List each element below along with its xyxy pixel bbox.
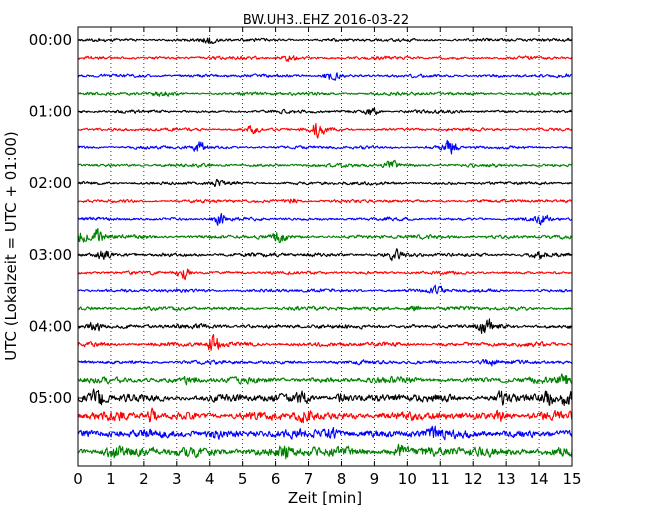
x-tick-label: 13 [497, 470, 516, 488]
x-tick-label: 12 [464, 470, 483, 488]
trace-0215 [77, 198, 573, 204]
x-tick-label: 10 [398, 470, 417, 488]
x-tick-label: 5 [238, 470, 248, 488]
trace-0200 [77, 178, 573, 187]
x-tick-label: 2 [139, 470, 149, 488]
x-tick-label: 11 [431, 470, 450, 488]
x-tick-label: 0 [73, 470, 83, 488]
trace-0045 [77, 91, 573, 97]
x-tick-label: 4 [205, 470, 215, 488]
x-tick-label: 1 [106, 470, 116, 488]
trace-0245 [77, 227, 573, 244]
trace-0430 [77, 358, 573, 367]
x-tick-label: 14 [530, 470, 549, 488]
trace-0300 [77, 248, 573, 262]
trace-0445 [77, 373, 573, 386]
y-tick-label: 02:00 [29, 174, 72, 192]
trace-0545 [77, 443, 573, 460]
chart-title: BW.UH3..EHZ 2016-03-22 [243, 13, 409, 28]
x-tick-label: 6 [271, 470, 281, 488]
y-tick-label: 03:00 [29, 246, 72, 264]
y-tick-label: 01:00 [29, 103, 72, 121]
y-axis-label: UTC (Lokalzeit = UTC + 01:00) [2, 131, 20, 361]
seismogram-traces [77, 37, 573, 460]
trace-0400 [77, 318, 573, 335]
x-tick-label: 8 [337, 470, 347, 488]
x-tick-label: 7 [304, 470, 314, 488]
trace-0100 [77, 107, 573, 116]
y-tick-label: 05:00 [29, 389, 72, 407]
trace-0030 [77, 72, 573, 81]
trace-0115 [77, 122, 573, 139]
plot-frame [77, 26, 573, 467]
x-tick-label: 9 [370, 470, 380, 488]
trace-0230 [77, 212, 573, 226]
y-tick-label: 04:00 [29, 317, 72, 335]
x-tick-label: 15 [562, 470, 581, 488]
trace-0315 [77, 268, 573, 281]
trace-0145 [77, 159, 573, 168]
trace-0130 [77, 139, 572, 155]
trace-0530 [77, 425, 573, 441]
y-tick-label: 00:00 [29, 31, 72, 49]
trace-0500 [77, 388, 573, 407]
y-axis-ticks: 00:00 01:00 02:00 03:00 04:00 05:00 [29, 31, 572, 407]
trace-0515 [77, 407, 573, 424]
trace-0330 [77, 284, 573, 295]
trace-0000 [77, 37, 573, 45]
x-axis-ticks: 0 1 2 3 4 5 6 7 8 9 10 11 12 13 14 15 [73, 27, 582, 488]
trace-0415 [77, 334, 573, 351]
trace-0015 [77, 55, 573, 62]
trace-0345 [77, 305, 573, 312]
x-axis-label: Zeit [min] [288, 489, 362, 507]
x-tick-label: 3 [172, 470, 182, 488]
